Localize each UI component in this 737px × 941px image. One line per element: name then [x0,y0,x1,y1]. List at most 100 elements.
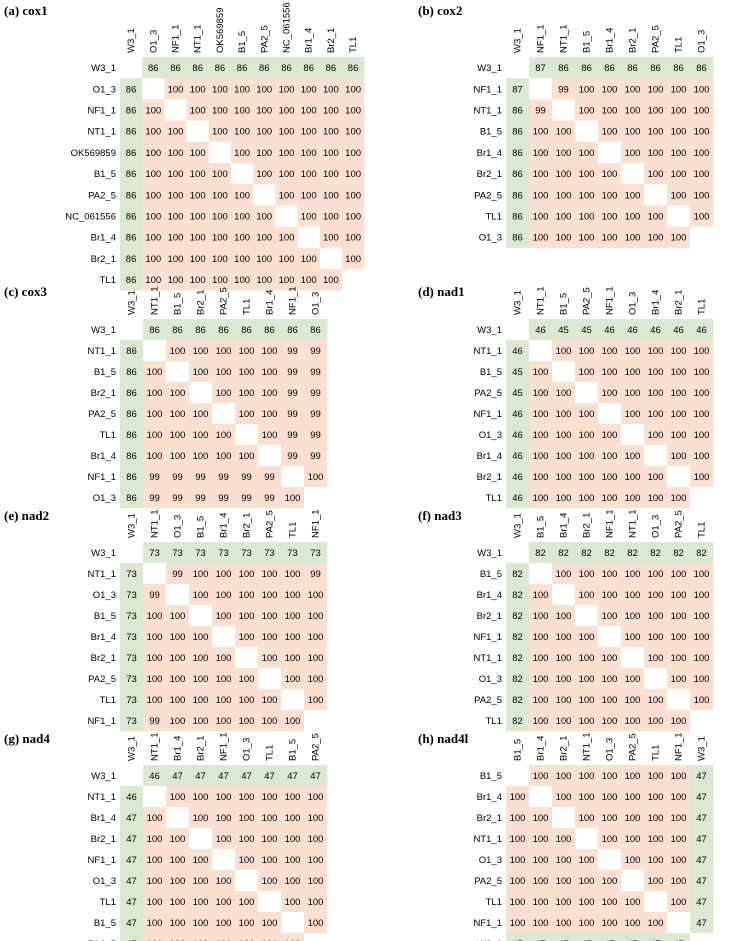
heatmap-cell [304,891,328,913]
heatmap-cell [506,78,530,100]
heatmap-cell [575,141,599,164]
cell-value: 100 [694,127,710,138]
heatmap-cell [297,226,321,249]
row-label: PA2_5 [474,388,502,399]
column-label: NT1_1 [536,286,547,315]
cell-value: 45 [558,325,569,336]
cell-value: 47 [696,876,707,887]
cell-value: 100 [285,792,301,803]
heatmap-cell [120,668,144,690]
column-label: Br2_1 [242,513,253,538]
cell-value: 100 [168,190,184,201]
heatmap-cell [281,807,305,829]
heatmap-cell [166,466,190,488]
heatmap-cell [120,99,143,121]
cell-value: 100 [170,939,186,941]
cell-value: 99 [218,472,229,483]
cell-value: 100 [533,367,549,378]
cell-value: 100 [190,106,206,117]
heatmap-cell [506,163,530,185]
cell-value: 86 [604,63,615,74]
cell-value: 86 [218,325,229,336]
cell-value: 100 [579,84,595,95]
cell-value: 100 [556,771,572,782]
cell-value: 100 [279,275,295,286]
cell-value: 100 [170,834,186,845]
heatmap-cell [644,163,668,185]
heatmap-cell [212,870,236,892]
cell-value: 100 [602,346,618,357]
heatmap-cell [529,445,553,467]
cell-value: 99 [149,472,160,483]
heatmap-cell [304,689,328,711]
heatmap-cell [690,807,714,829]
heatmap-cell [208,163,232,185]
cell-value: 100 [533,233,549,244]
heatmap-cell [319,78,343,100]
heatmap-cell [552,710,576,732]
heatmap-cell [644,891,668,913]
heatmap-cell [164,163,187,185]
heatmap-cell [304,584,328,606]
cell-value: 100 [556,388,572,399]
heatmap-cell [506,226,530,249]
column-label: PA2_5 [311,733,322,761]
cell-value: 100 [671,611,687,622]
heatmap-cell [667,184,691,206]
heatmap-cell [212,891,236,913]
heatmap-cell [253,247,276,270]
heatmap-cell [164,57,187,79]
cell-value: 100 [579,472,595,483]
heatmap-cell [186,163,210,185]
heatmap-cell [621,605,645,627]
heatmap-cell [319,163,343,185]
heatmap-cell [644,605,668,627]
cell-value: 99 [172,569,183,580]
cell-value: 100 [625,918,641,929]
heatmap-cell [667,584,691,606]
heatmap-cell [281,403,305,425]
cell-value: 100 [308,472,324,483]
cell-value: 100 [671,716,687,727]
row-label: B1_5 [94,367,116,378]
cell-value: 100 [216,792,232,803]
column-label: B1_5 [582,31,593,53]
cell-value: 100 [168,148,184,159]
cell-value: 82 [512,653,523,664]
heatmap-cell [304,710,328,732]
heatmap-cell [690,563,714,585]
heatmap-cell [506,563,530,585]
cell-value: 100 [170,695,186,706]
heatmap-cell [319,120,343,143]
cell-value: 100 [190,148,206,159]
column-label: O1_3 [628,292,639,315]
heatmap-cell [667,361,691,383]
cell-value: 100 [533,771,549,782]
cell-value: 100 [579,569,595,580]
cell-value: 100 [602,876,618,887]
cell-value: 100 [671,346,687,357]
heatmap-cell [189,710,213,732]
heatmap-cell [120,120,143,143]
cell-value: 86 [512,169,523,180]
cell-value: 73 [126,590,137,601]
heatmap-cell [667,870,691,892]
cell-value: 100 [556,834,572,845]
column-label: B1_5 [288,739,299,761]
cell-value: 82 [627,548,638,559]
cell-value: 86 [126,254,137,265]
column-label: Br1_4 [219,513,230,538]
heatmap-cell [598,710,622,732]
cell-value: 100 [193,632,209,643]
heatmap-cell [598,424,622,446]
column-label: PA2_5 [628,733,639,761]
cell-value: 100 [533,430,549,441]
heatmap-cell [552,403,576,425]
heatmap-cell [304,563,328,585]
heatmap-cell [212,605,236,627]
row-label: NF1_1 [473,918,502,929]
heatmap-cell [598,120,622,143]
row-label: Br2_1 [91,388,116,399]
heatmap-cell [297,78,321,100]
row-label: Br1_4 [91,451,116,462]
